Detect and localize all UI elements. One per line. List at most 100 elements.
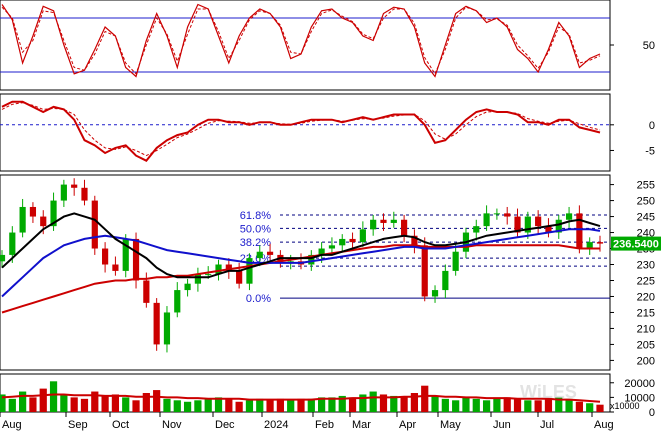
volume-bar: [235, 401, 243, 412]
candle-body: [514, 216, 521, 233]
candle-body: [380, 219, 387, 223]
volume-bar: [575, 401, 583, 412]
x-tick-label: 2024: [264, 419, 288, 431]
volume-tick-label: 20000: [624, 378, 655, 390]
volume-bar: [287, 400, 295, 412]
x-tick-label: Oct: [112, 419, 129, 431]
candle-body: [555, 219, 562, 233]
volume-bar: [586, 403, 594, 412]
candle-body: [153, 302, 160, 345]
candle-body: [236, 270, 243, 284]
ma-blue-line: [1, 228, 601, 298]
x-axis: Aug Sep Oct Nov Dec 2024 Feb Mar Apr May Jun Jul Aug: [0, 412, 614, 431]
volume-tick-label: 0: [649, 407, 655, 419]
volume-bar: [513, 398, 522, 412]
volume-bar: [431, 395, 439, 412]
volume-bar: [462, 397, 470, 412]
volume-bar: [338, 395, 346, 412]
volume-bar: [60, 394, 68, 412]
volume-bar: [318, 397, 326, 412]
candle-body: [401, 219, 408, 236]
x-tick-label: Mar: [352, 419, 371, 431]
volume-bar: [441, 398, 449, 412]
volume-bar: [400, 397, 408, 412]
volume-bar: [596, 404, 604, 412]
candle-body: [60, 184, 67, 201]
candle-body: [112, 264, 119, 271]
fib-label: 0.0%: [246, 293, 271, 305]
volume-bar: [163, 398, 171, 412]
candle-body: [50, 200, 57, 227]
price-tick-label: 230: [637, 260, 655, 272]
candle-body: [174, 290, 181, 313]
candle-body: [473, 226, 480, 233]
candle-body: [9, 232, 16, 255]
candle-body: [215, 264, 222, 275]
volume-bar: [8, 398, 16, 412]
price-tick-label: 245: [637, 212, 655, 224]
volume-tick-label: 10000: [624, 392, 655, 404]
volume-bar: [544, 398, 553, 412]
candle-body: [493, 213, 500, 215]
volume-bar: [132, 400, 140, 412]
candle-body: [71, 184, 78, 188]
volume-bar: [142, 393, 150, 412]
candle-body: [81, 187, 88, 201]
stochastic-main-line: [1, 3, 601, 78]
volume-bar: [19, 391, 27, 412]
volume-bar: [111, 394, 120, 412]
volume-average-line: [1, 393, 601, 403]
candle-body: [411, 235, 418, 246]
price-tick-label: 210: [637, 323, 655, 335]
volume-bar: [503, 397, 511, 412]
x-tick-label: Dec: [215, 419, 235, 431]
volume-bar: [328, 397, 336, 412]
fib-label: 50.0%: [240, 223, 271, 235]
candle-body: [576, 213, 583, 249]
x-tick-label: Jul: [540, 419, 554, 431]
volume-bar: [101, 395, 109, 412]
candle-body: [40, 216, 47, 227]
volume-bar: [482, 400, 491, 412]
x-tick-label: Nov: [162, 419, 182, 431]
candle-body: [586, 242, 593, 249]
volume-bar: [276, 398, 284, 412]
candle-body: [308, 254, 315, 265]
price-layer: 61.8%50.0%38.2%23.6%0.0%2552502452402352…: [0, 178, 661, 367]
candle-body: [91, 200, 98, 249]
volume-bar: [245, 400, 254, 412]
macd-main-line: [1, 100, 601, 162]
candle-body: [184, 283, 191, 291]
volume-bar: [70, 397, 78, 412]
volume-bar: [421, 385, 429, 412]
macd-layer: 0 -5: [0, 100, 655, 162]
candle-body: [287, 261, 294, 263]
price-tick-label: 205: [637, 339, 655, 351]
macd-tick-label: 0: [649, 120, 655, 132]
volume-bar: [0, 394, 6, 412]
volume-bar: [369, 391, 377, 412]
candle-body: [431, 290, 439, 297]
volume-bar: [225, 398, 233, 412]
candle-body: [524, 216, 531, 233]
candle-body: [132, 238, 140, 281]
candle-body: [339, 238, 346, 246]
ma-black-line: [1, 212, 601, 279]
candle-body: [246, 258, 253, 284]
volume-bar: [410, 393, 419, 412]
volume-bar: [39, 388, 47, 412]
x-tick-label: May: [440, 419, 461, 431]
candle-body: [29, 206, 37, 217]
candle-body: [504, 213, 511, 217]
candle-body: [163, 312, 171, 345]
volume-bar: [214, 397, 223, 412]
volume-bar: [153, 390, 161, 412]
stochastic-layer: 50: [0, 3, 655, 78]
volume-bar: [452, 400, 460, 412]
price-tick-label: 225: [637, 275, 655, 287]
macd-tick-label: -5: [645, 145, 655, 157]
candle-body: [143, 280, 150, 303]
volume-bar: [80, 398, 89, 412]
candle-body: [194, 274, 201, 284]
